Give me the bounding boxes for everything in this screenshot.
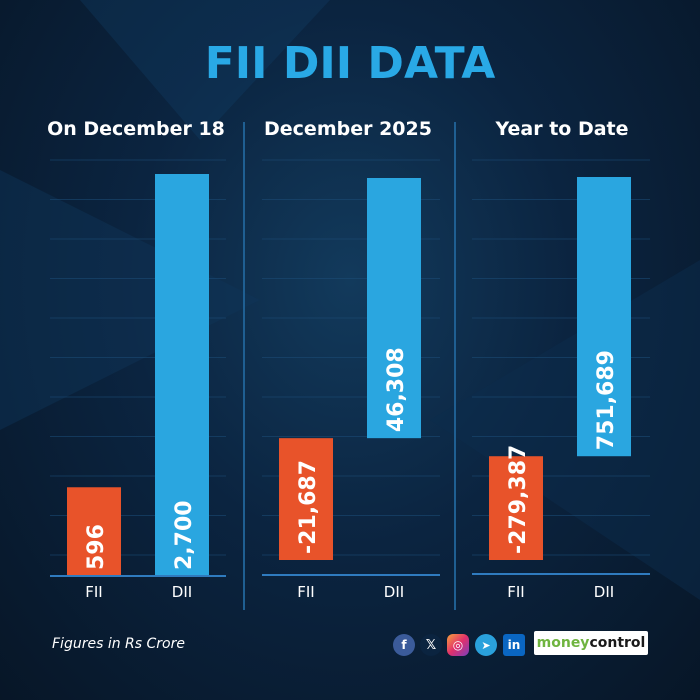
data-label-fii: -279,387 xyxy=(506,445,531,554)
category-label-dii: DII xyxy=(172,583,192,601)
bar-fii xyxy=(67,487,121,576)
facebook-glyph: f xyxy=(401,638,407,652)
bar-dii xyxy=(367,178,421,439)
x-icon[interactable]: 𝕏 xyxy=(420,634,442,656)
category-label-dii: DII xyxy=(594,583,614,601)
data-label-dii: 2,700 xyxy=(172,500,197,570)
instagram-glyph: ◎ xyxy=(452,638,464,652)
bar-fii xyxy=(489,456,543,560)
panel-divider-1 xyxy=(243,122,245,610)
category-label-fii: FII xyxy=(297,583,314,601)
instagram-icon[interactable]: ◎ xyxy=(447,634,469,656)
bar-dii xyxy=(577,177,631,457)
moneycontrol-logo: money control xyxy=(534,631,648,655)
linkedin-icon[interactable]: in xyxy=(503,634,525,656)
telegram-icon[interactable]: ➤ xyxy=(475,634,497,656)
category-label-dii: DII xyxy=(384,583,404,601)
x-glyph: 𝕏 xyxy=(425,637,437,653)
panel-title-2: December 2025 xyxy=(264,118,432,140)
panel-title-3: Year to Date xyxy=(495,118,629,140)
bar-fii xyxy=(279,438,333,560)
linkedin-glyph: in xyxy=(507,638,521,652)
data-label-dii: 46,308 xyxy=(384,347,409,432)
data-label-dii: 751,689 xyxy=(594,350,619,450)
telegram-glyph: ➤ xyxy=(481,638,491,652)
panel-title-1: On December 18 xyxy=(47,118,225,140)
brand-part-2: control xyxy=(589,635,646,651)
footnote: Figures in Rs Crore xyxy=(52,636,185,652)
page-title: FII DII DATA xyxy=(204,38,496,89)
category-label-fii: FII xyxy=(507,583,524,601)
bar-dii xyxy=(155,174,209,576)
data-label-fii: 596 xyxy=(84,524,109,570)
brand-part-1: money xyxy=(536,635,590,651)
data-label-fii: -21,687 xyxy=(296,460,321,554)
panel-divider-2 xyxy=(454,122,456,610)
category-label-fii: FII xyxy=(85,583,102,601)
facebook-icon[interactable]: f xyxy=(393,634,415,656)
